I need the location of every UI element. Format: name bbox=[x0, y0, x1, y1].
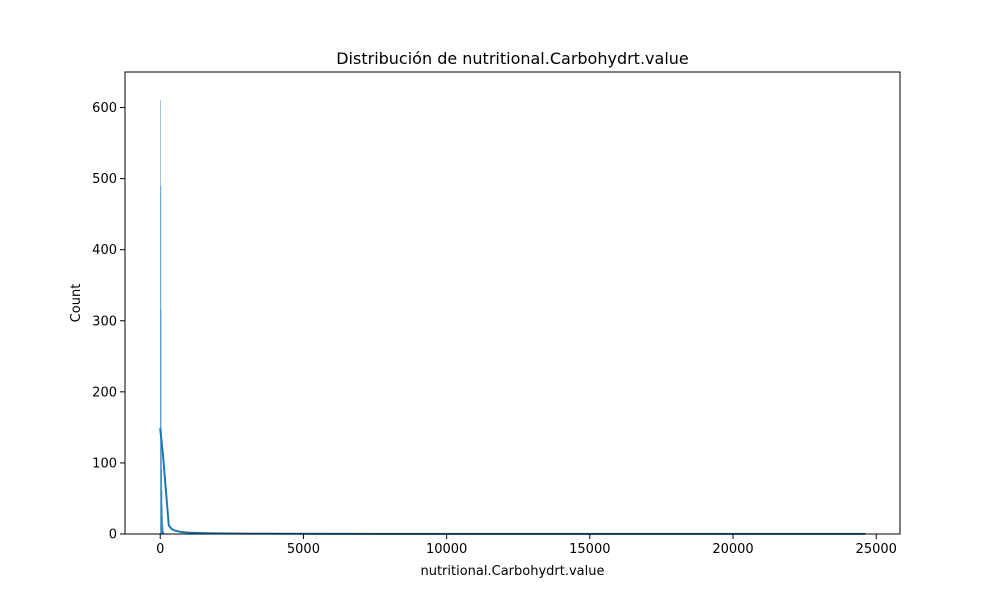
y-tick-label: 500 bbox=[92, 172, 117, 187]
x-tick-label: 10000 bbox=[426, 542, 467, 557]
y-tick-label: 400 bbox=[92, 243, 117, 258]
chart-title: Distribución de nutritional.Carbohydrt.v… bbox=[336, 49, 689, 68]
y-tick-label: 100 bbox=[92, 456, 117, 471]
y-axis-label: Count bbox=[69, 284, 84, 323]
y-tick-label: 300 bbox=[92, 314, 117, 329]
plot-frame bbox=[124, 71, 901, 535]
y-tick-label: 0 bbox=[109, 528, 117, 543]
x-tick-label: 20000 bbox=[712, 542, 753, 557]
x-tick-label: 15000 bbox=[569, 542, 610, 557]
y-axis-ticks: 0 100 200 300 400 500 600 bbox=[92, 101, 125, 543]
x-axis-ticks: 0 5000 10000 15000 20000 25000 bbox=[156, 534, 897, 557]
histogram-bars bbox=[160, 100, 165, 535]
x-tick-label: 5000 bbox=[287, 542, 320, 557]
x-tick-label: 25000 bbox=[856, 542, 897, 557]
x-axis-label: nutritional.Carbohydrt.value bbox=[420, 564, 604, 579]
y-tick-label: 200 bbox=[92, 385, 117, 400]
kde-line bbox=[159, 427, 866, 535]
kde-curve-group bbox=[159, 427, 866, 535]
x-tick-label: 0 bbox=[156, 542, 164, 557]
y-tick-label: 600 bbox=[92, 101, 117, 116]
